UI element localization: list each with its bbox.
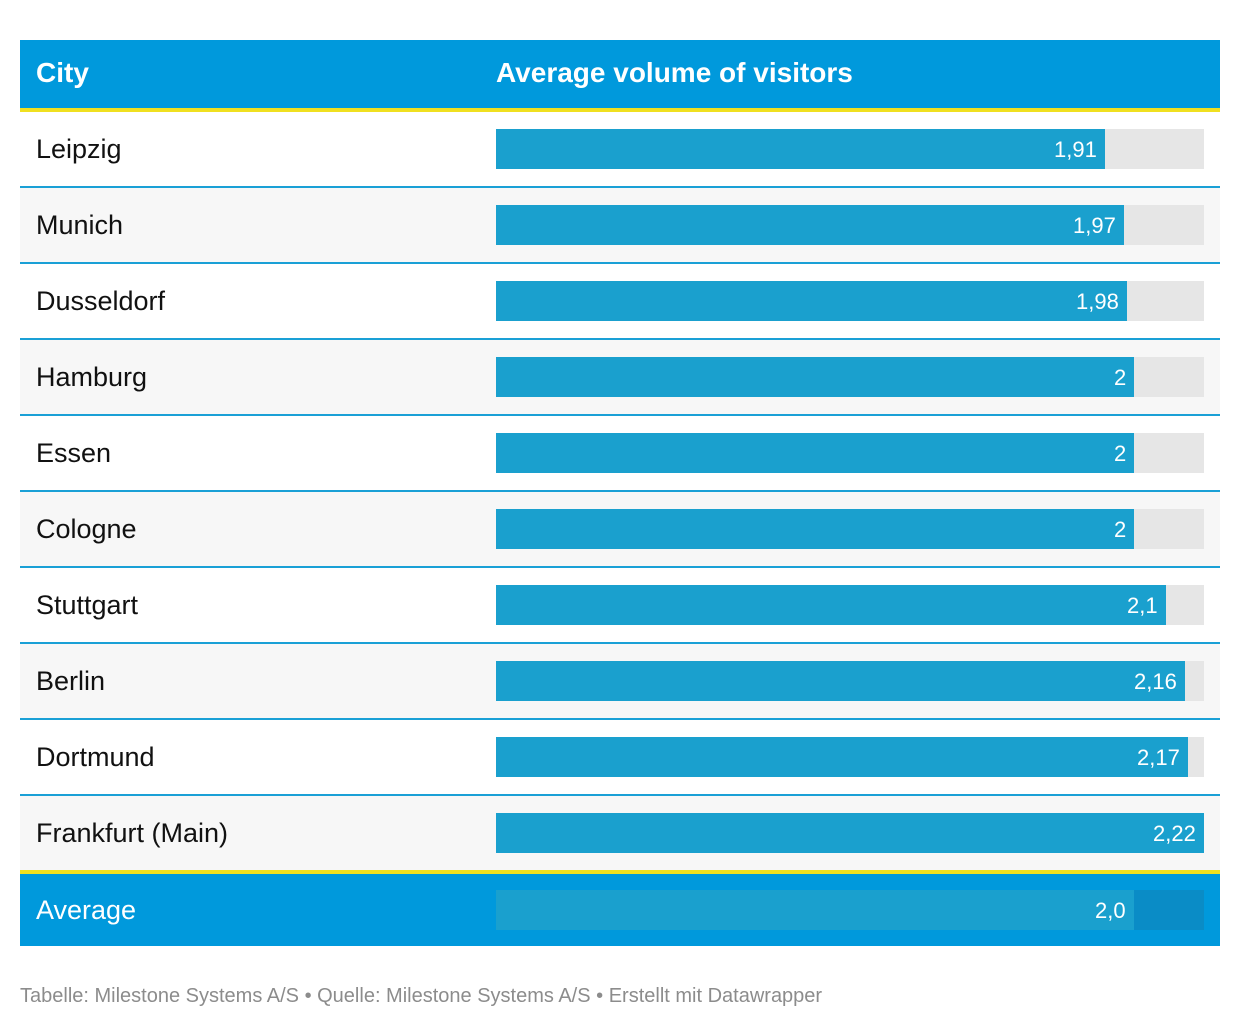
value-bar bbox=[496, 129, 1105, 169]
city-name: Hamburg bbox=[36, 362, 148, 392]
value-label: 2 bbox=[1114, 517, 1127, 542]
city-name: Cologne bbox=[36, 514, 137, 544]
table-body: Leipzig 1,91 Munich 1,97 Dusseldorf 1,98 Hambu… bbox=[20, 112, 1220, 874]
value-label: 2 bbox=[1114, 365, 1127, 390]
city-name: Dortmund bbox=[36, 742, 155, 772]
value-label: 1,98 bbox=[1076, 289, 1119, 314]
table-row: Dortmund 2,17 bbox=[20, 720, 1220, 796]
average-label: Average bbox=[36, 895, 137, 925]
city-name: Munich bbox=[36, 210, 124, 240]
city-name: Leipzig bbox=[36, 134, 122, 164]
header-city: City bbox=[36, 57, 89, 88]
value-bar bbox=[496, 737, 1188, 777]
city-name: Berlin bbox=[36, 666, 106, 696]
average-bar-track: 2,0 bbox=[496, 890, 1204, 930]
average-row: Average 2,0 bbox=[20, 874, 1220, 946]
table-row: Frankfurt (Main) 2,22 bbox=[20, 796, 1220, 874]
table-row: Munich 1,97 bbox=[20, 188, 1220, 264]
value-bar bbox=[496, 433, 1134, 473]
table-row: Berlin 2,16 bbox=[20, 644, 1220, 720]
value-bar bbox=[496, 661, 1185, 701]
value-bar bbox=[496, 205, 1124, 245]
bar-track: 2,16 bbox=[496, 661, 1204, 701]
data-table: City Average volume of visitors Leipzig 1… bbox=[20, 40, 1220, 946]
value-label: 1,91 bbox=[1054, 137, 1097, 162]
bar-track: 1,97 bbox=[496, 205, 1204, 245]
table-row: Dusseldorf 1,98 bbox=[20, 264, 1220, 340]
table-row: Leipzig 1,91 bbox=[20, 112, 1220, 188]
table-header: City Average volume of visitors bbox=[20, 40, 1220, 112]
table-row: Hamburg 2 bbox=[20, 340, 1220, 416]
source-footer: Tabelle: Milestone Systems A/S • Quelle:… bbox=[20, 985, 823, 1007]
bar-track: 2 bbox=[496, 357, 1204, 397]
city-name: Dusseldorf bbox=[36, 286, 166, 316]
value-label: 2,22 bbox=[1153, 821, 1196, 846]
city-name: Essen bbox=[36, 438, 112, 468]
value-label: 2,1 bbox=[1127, 593, 1158, 618]
city-name: Stuttgart bbox=[36, 590, 139, 620]
average-value: 2,0 bbox=[1095, 898, 1126, 923]
table-row: Essen 2 bbox=[20, 416, 1220, 492]
value-bar bbox=[496, 357, 1134, 397]
value-label: 2,17 bbox=[1137, 745, 1180, 770]
value-label: 1,97 bbox=[1073, 213, 1116, 238]
value-bar bbox=[496, 509, 1134, 549]
bar-track: 1,98 bbox=[496, 281, 1204, 321]
bar-track: 2 bbox=[496, 509, 1204, 549]
bar-track: 2,17 bbox=[496, 737, 1204, 777]
value-label: 2 bbox=[1114, 441, 1127, 466]
bar-track: 1,91 bbox=[496, 129, 1204, 169]
bar-track: 2,1 bbox=[496, 585, 1204, 625]
average-bar bbox=[496, 890, 1134, 930]
bar-track: 2,22 bbox=[496, 813, 1204, 853]
city-name: Frankfurt (Main) bbox=[36, 818, 229, 848]
value-bar bbox=[496, 813, 1204, 853]
table-row: Cologne 2 bbox=[20, 492, 1220, 568]
value-bar bbox=[496, 281, 1127, 321]
header-metric: Average volume of visitors bbox=[496, 57, 853, 88]
value-bar bbox=[496, 585, 1166, 625]
table-row: Stuttgart 2,1 bbox=[20, 568, 1220, 644]
value-label: 2,16 bbox=[1134, 669, 1177, 694]
bar-track: 2 bbox=[496, 433, 1204, 473]
